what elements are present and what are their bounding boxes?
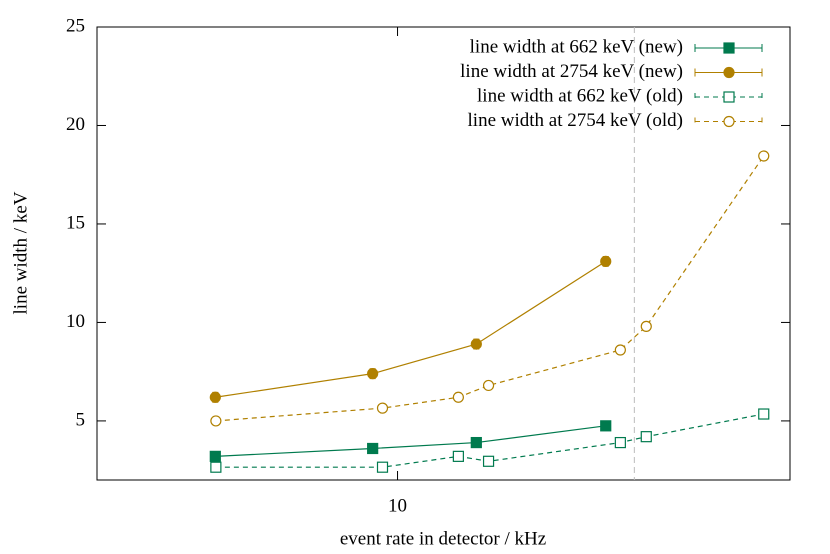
marker bbox=[470, 436, 482, 449]
series-line bbox=[215, 425, 606, 457]
legend-line bbox=[694, 117, 763, 126]
series-line bbox=[215, 260, 607, 398]
legend-marker bbox=[723, 66, 735, 79]
legend-label: line width at 2754 keV (old) bbox=[468, 110, 683, 131]
legend-marker bbox=[723, 42, 735, 54]
legend-label: line width at 662 keV (new) bbox=[470, 36, 683, 57]
y-tick-label: 20 bbox=[66, 114, 85, 135]
marker bbox=[482, 455, 495, 467]
marker bbox=[210, 415, 222, 427]
marker bbox=[210, 461, 222, 473]
y-tick-label: 5 bbox=[76, 409, 86, 430]
legend-marker bbox=[723, 115, 735, 128]
marker bbox=[758, 408, 770, 420]
marker bbox=[600, 255, 612, 267]
marker bbox=[376, 461, 389, 473]
y-tick-label: 15 bbox=[66, 212, 85, 233]
legend-label: line width at 662 keV (old) bbox=[477, 85, 683, 106]
marker bbox=[614, 436, 626, 449]
marker bbox=[482, 379, 495, 392]
marker bbox=[600, 420, 612, 432]
marker bbox=[640, 320, 652, 332]
marker bbox=[376, 402, 389, 414]
marker bbox=[452, 391, 464, 403]
marker bbox=[209, 450, 221, 462]
y-tick-label: 10 bbox=[66, 311, 85, 332]
y-axis-label: line width / keV bbox=[10, 191, 31, 314]
marker bbox=[470, 338, 482, 350]
legend-line bbox=[694, 93, 763, 101]
marker bbox=[758, 150, 770, 162]
marker bbox=[614, 344, 626, 356]
marker bbox=[367, 442, 379, 455]
legend-marker bbox=[723, 91, 735, 103]
legend-label: line width at 2754 keV (new) bbox=[460, 61, 683, 82]
marker bbox=[640, 431, 652, 443]
y-tick-label: 25 bbox=[66, 15, 85, 36]
marker bbox=[209, 391, 221, 403]
plot-frame bbox=[96, 26, 791, 481]
x-tick-label: 10 bbox=[388, 495, 407, 516]
x-axis-label: event rate in detector / kHz bbox=[340, 528, 546, 549]
marker bbox=[452, 450, 464, 462]
marker bbox=[367, 368, 379, 380]
